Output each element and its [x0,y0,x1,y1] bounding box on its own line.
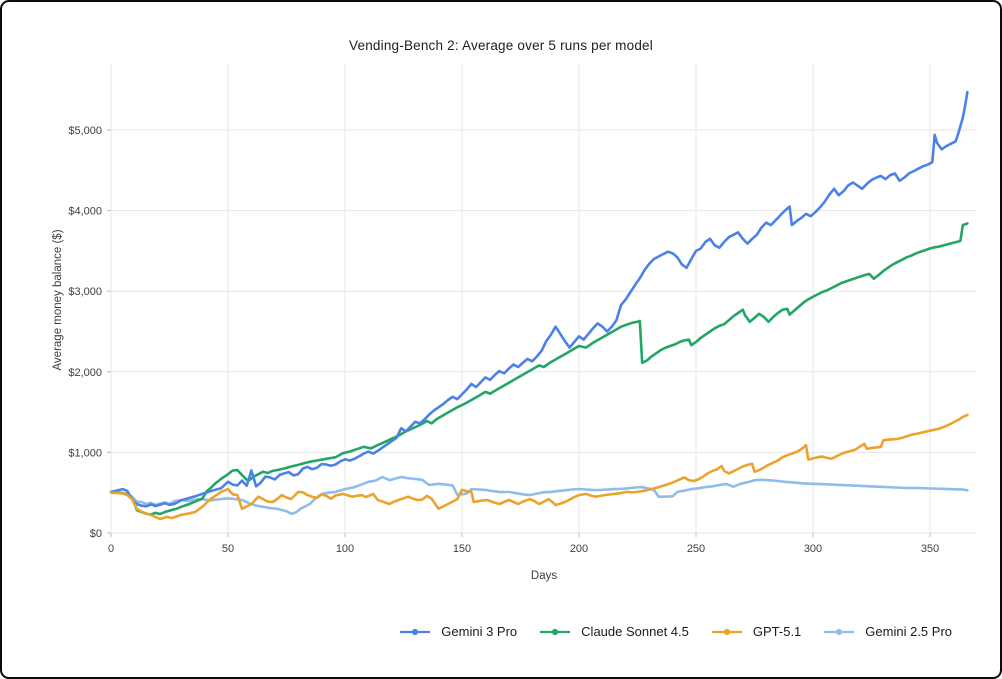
series-line-gemini-2-5-pro [109,475,969,516]
series-line-gpt-5-1 [109,413,969,521]
legend-marker-icon [711,628,742,635]
legend-marker-icon [824,628,855,635]
y-tick-label: $4,000 [68,206,102,218]
x-tick-label: 50 [222,543,234,555]
legend-item-gemini-3-pro: Gemini 3 Pro [399,624,517,639]
x-tick-label: 100 [336,543,354,555]
x-tick-label: 250 [687,543,705,555]
legend-item-gpt-5-1: GPT-5.1 [711,624,801,639]
legend-label: GPT-5.1 [752,624,802,639]
series-line-claude-sonnet-4-5 [109,222,969,516]
legend-label: Claude Sonnet 4.5 [581,624,689,639]
y-tick-label: $5,000 [68,125,102,137]
legend-marker-icon [540,628,571,635]
x-tick-label: 0 [108,543,114,555]
series-line-gemini-3-pro [109,90,969,508]
y-tick-label: $1,000 [68,447,102,459]
x-tick-label: 350 [921,543,939,555]
legend-item-claude-sonnet-4-5: Claude Sonnet 4.5 [539,624,689,639]
legend: Gemini 3 Pro Claude Sonnet 4.5 GPT-5.1 Gemi… [399,624,952,639]
y-tick-label: $0 [90,528,102,540]
chart-title: Vending-Bench 2: Average over 5 runs per… [349,38,653,53]
x-tick-label: 200 [570,543,588,555]
legend-label: Gemini 3 Pro [441,624,518,639]
y-tick-label: $2,000 [68,367,102,379]
legend-label: Gemini 2.5 Pro [865,624,952,639]
y-tick-label: $3,000 [68,286,102,298]
x-tick-label: 150 [453,543,471,555]
x-axis-label: Days [530,570,558,582]
legend-marker-icon [400,628,431,635]
x-tick-label: 300 [804,543,822,555]
legend-item-gemini-2-5-pro: Gemini 2.5 Pro [823,624,952,639]
